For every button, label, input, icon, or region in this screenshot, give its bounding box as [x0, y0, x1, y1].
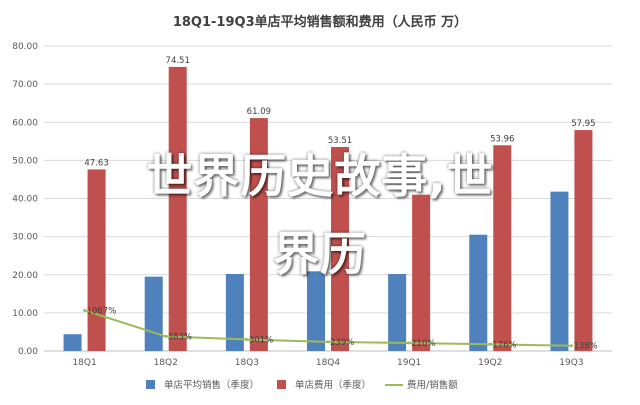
- x-tick-label: 19Q2: [478, 358, 502, 368]
- legend-label: 单店费用（季度）: [295, 379, 371, 391]
- line-data-label: 1067%: [87, 306, 117, 316]
- bar: [412, 194, 431, 351]
- x-tick-label: 18Q2: [154, 358, 178, 368]
- bar: [249, 118, 268, 351]
- ratio-line: [83, 308, 573, 348]
- line-point: [326, 340, 330, 344]
- data-label: 74.51: [166, 56, 190, 66]
- y-tick-label: 10.00: [12, 309, 38, 319]
- y-tick-label: 40.00: [12, 195, 38, 205]
- data-labels: 47.63 74.51 61.09 53.51 53.96 57.95 1067% 383% 3…: [84, 56, 597, 352]
- x-tick-label: 19Q3: [559, 358, 583, 368]
- bar: [550, 191, 569, 351]
- bar: [574, 130, 593, 351]
- bar: [144, 276, 163, 351]
- bar: [493, 145, 512, 351]
- x-tick-label: 18Q3: [235, 358, 259, 368]
- y-tick-label: 60.00: [12, 118, 38, 128]
- line-data-label: 301%: [249, 336, 273, 346]
- bar: [168, 66, 187, 351]
- legend-swatch: [146, 380, 155, 389]
- legend-label: 单店平均销售（季度）: [164, 379, 259, 391]
- x-axis: 18Q1 18Q2 18Q3 18Q4 19Q1 19Q2 19Q3: [72, 358, 583, 368]
- data-label: 57.95: [571, 119, 595, 129]
- line-data-label: 138%: [573, 342, 597, 352]
- line-data-label: 210%: [411, 339, 435, 349]
- data-label: 61.09: [247, 107, 271, 117]
- data-label: 53.51: [328, 136, 352, 146]
- legend: 单店平均销售（季度） 单店费用（季度） 费用/销售额: [146, 379, 458, 391]
- bar: [331, 146, 349, 351]
- line-data-label: 176%: [492, 340, 516, 350]
- x-tick-label: 18Q4: [316, 358, 341, 368]
- x-tick-label: 18Q1: [72, 358, 96, 368]
- line-data-label: 239%: [330, 338, 354, 348]
- line-point: [164, 334, 168, 338]
- legend-swatch: [277, 380, 286, 389]
- x-tick-label: 19Q1: [397, 358, 421, 368]
- line-point: [83, 308, 87, 312]
- gridlines: [44, 45, 612, 352]
- bar: [307, 271, 325, 351]
- y-tick-label: 20.00: [12, 271, 38, 281]
- line-data-label: 383%: [168, 332, 192, 342]
- data-label: 47.63: [84, 158, 108, 168]
- bar: [87, 169, 106, 351]
- bar: [469, 234, 488, 351]
- line-point: [245, 338, 249, 342]
- y-tick-label: 30.00: [12, 233, 38, 243]
- y-tick-label: 80.00: [12, 42, 38, 52]
- bar: [225, 273, 244, 351]
- bar: [63, 334, 82, 351]
- line-point: [569, 344, 573, 348]
- line-point: [488, 342, 492, 346]
- y-tick-label: 70.00: [12, 80, 38, 90]
- data-label: 53.96: [490, 134, 514, 144]
- y-axis: 0.00 10.00 20.00 30.00 40.00 50.00 60.00 70.00 8…: [12, 42, 38, 357]
- legend-label: 费用/销售额: [407, 379, 458, 391]
- bar: [388, 273, 407, 351]
- bars: [63, 66, 593, 351]
- y-tick-label: 0.00: [18, 347, 38, 357]
- line-point: [407, 341, 411, 345]
- chart-title: 18Q1-19Q3单店平均销售额和费用（人民币 万）: [173, 14, 467, 30]
- y-tick-label: 50.00: [12, 156, 38, 166]
